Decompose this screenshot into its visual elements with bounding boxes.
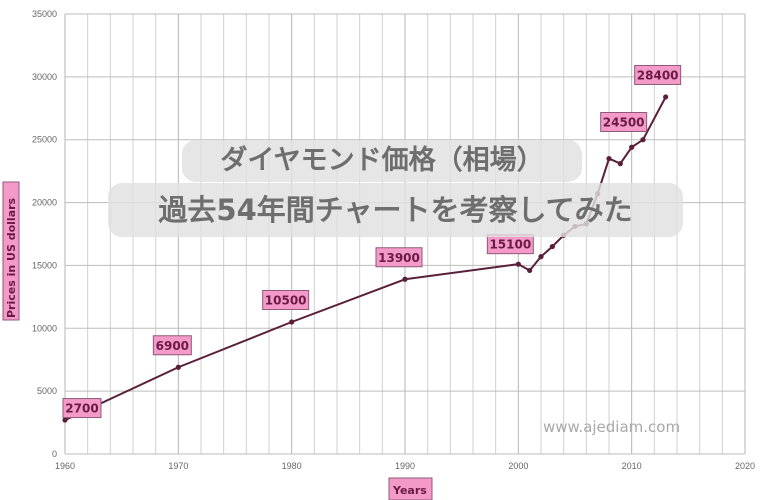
y-tick-label: 15000 [32,260,57,270]
x-tick-label: 2020 [735,461,755,471]
x-tick-label: 2010 [622,461,642,471]
data-label: 6900 [152,335,192,356]
x-tick-label: 1970 [168,461,188,471]
x-tick-label: 1960 [55,461,75,471]
data-point [515,261,521,267]
data-label: 15100 [486,234,534,255]
y-tick-label: 10000 [32,323,57,333]
data-point [62,417,68,423]
x-axis-title: Years [388,477,433,500]
x-axis-title-text: Years [392,484,427,497]
data-label: 13900 [375,247,423,268]
svg-text:13900: 13900 [378,251,420,265]
data-point [538,254,544,260]
y-tick-label: 30000 [32,72,57,82]
x-tick-label: 1980 [282,461,302,471]
data-point [289,319,295,325]
data-point [583,221,589,227]
data-label: 2700 [62,398,102,419]
y-axis-title-text: Prices in US dollars [5,197,18,318]
y-tick-label: 0 [52,449,57,459]
data-point [663,94,669,100]
data-point [595,191,601,197]
data-point [549,243,555,250]
data-point [629,144,635,150]
y-tick-label: 25000 [32,135,57,145]
y-axis-ticks: 0 5000 10000 15000 20000 25000 30000 35000 [32,9,57,459]
x-tick-label: 2000 [508,461,528,471]
x-tick-label: 1990 [395,461,415,471]
data-label: 24500 [600,112,648,132]
y-tick-label: 20000 [32,198,57,208]
data-label: 28400 [634,64,682,85]
svg-text:28400: 28400 [637,68,679,82]
data-point [527,267,533,274]
data-point [606,155,612,162]
x-axis-ticks: 1960 1970 1980 1990 2000 2010 2020 [55,461,755,471]
data-point [402,276,408,282]
svg-text:6900: 6900 [156,339,189,353]
svg-text:24500: 24500 [603,116,645,130]
data-point [175,364,181,370]
y-axis-title: Prices in US dollars [2,181,20,321]
svg-text:15100: 15100 [489,238,531,252]
y-tick-label: 5000 [37,386,57,396]
data-point [572,223,578,230]
y-tick-label: 35000 [32,9,57,19]
svg-text:2700: 2700 [65,402,98,416]
price-series [62,94,669,423]
data-label: 10500 [262,290,310,310]
data-point [561,232,567,238]
data-point [640,137,646,143]
svg-text:10500: 10500 [265,294,307,308]
data-point [617,161,623,167]
watermark: www.ajediam.com [543,418,680,436]
